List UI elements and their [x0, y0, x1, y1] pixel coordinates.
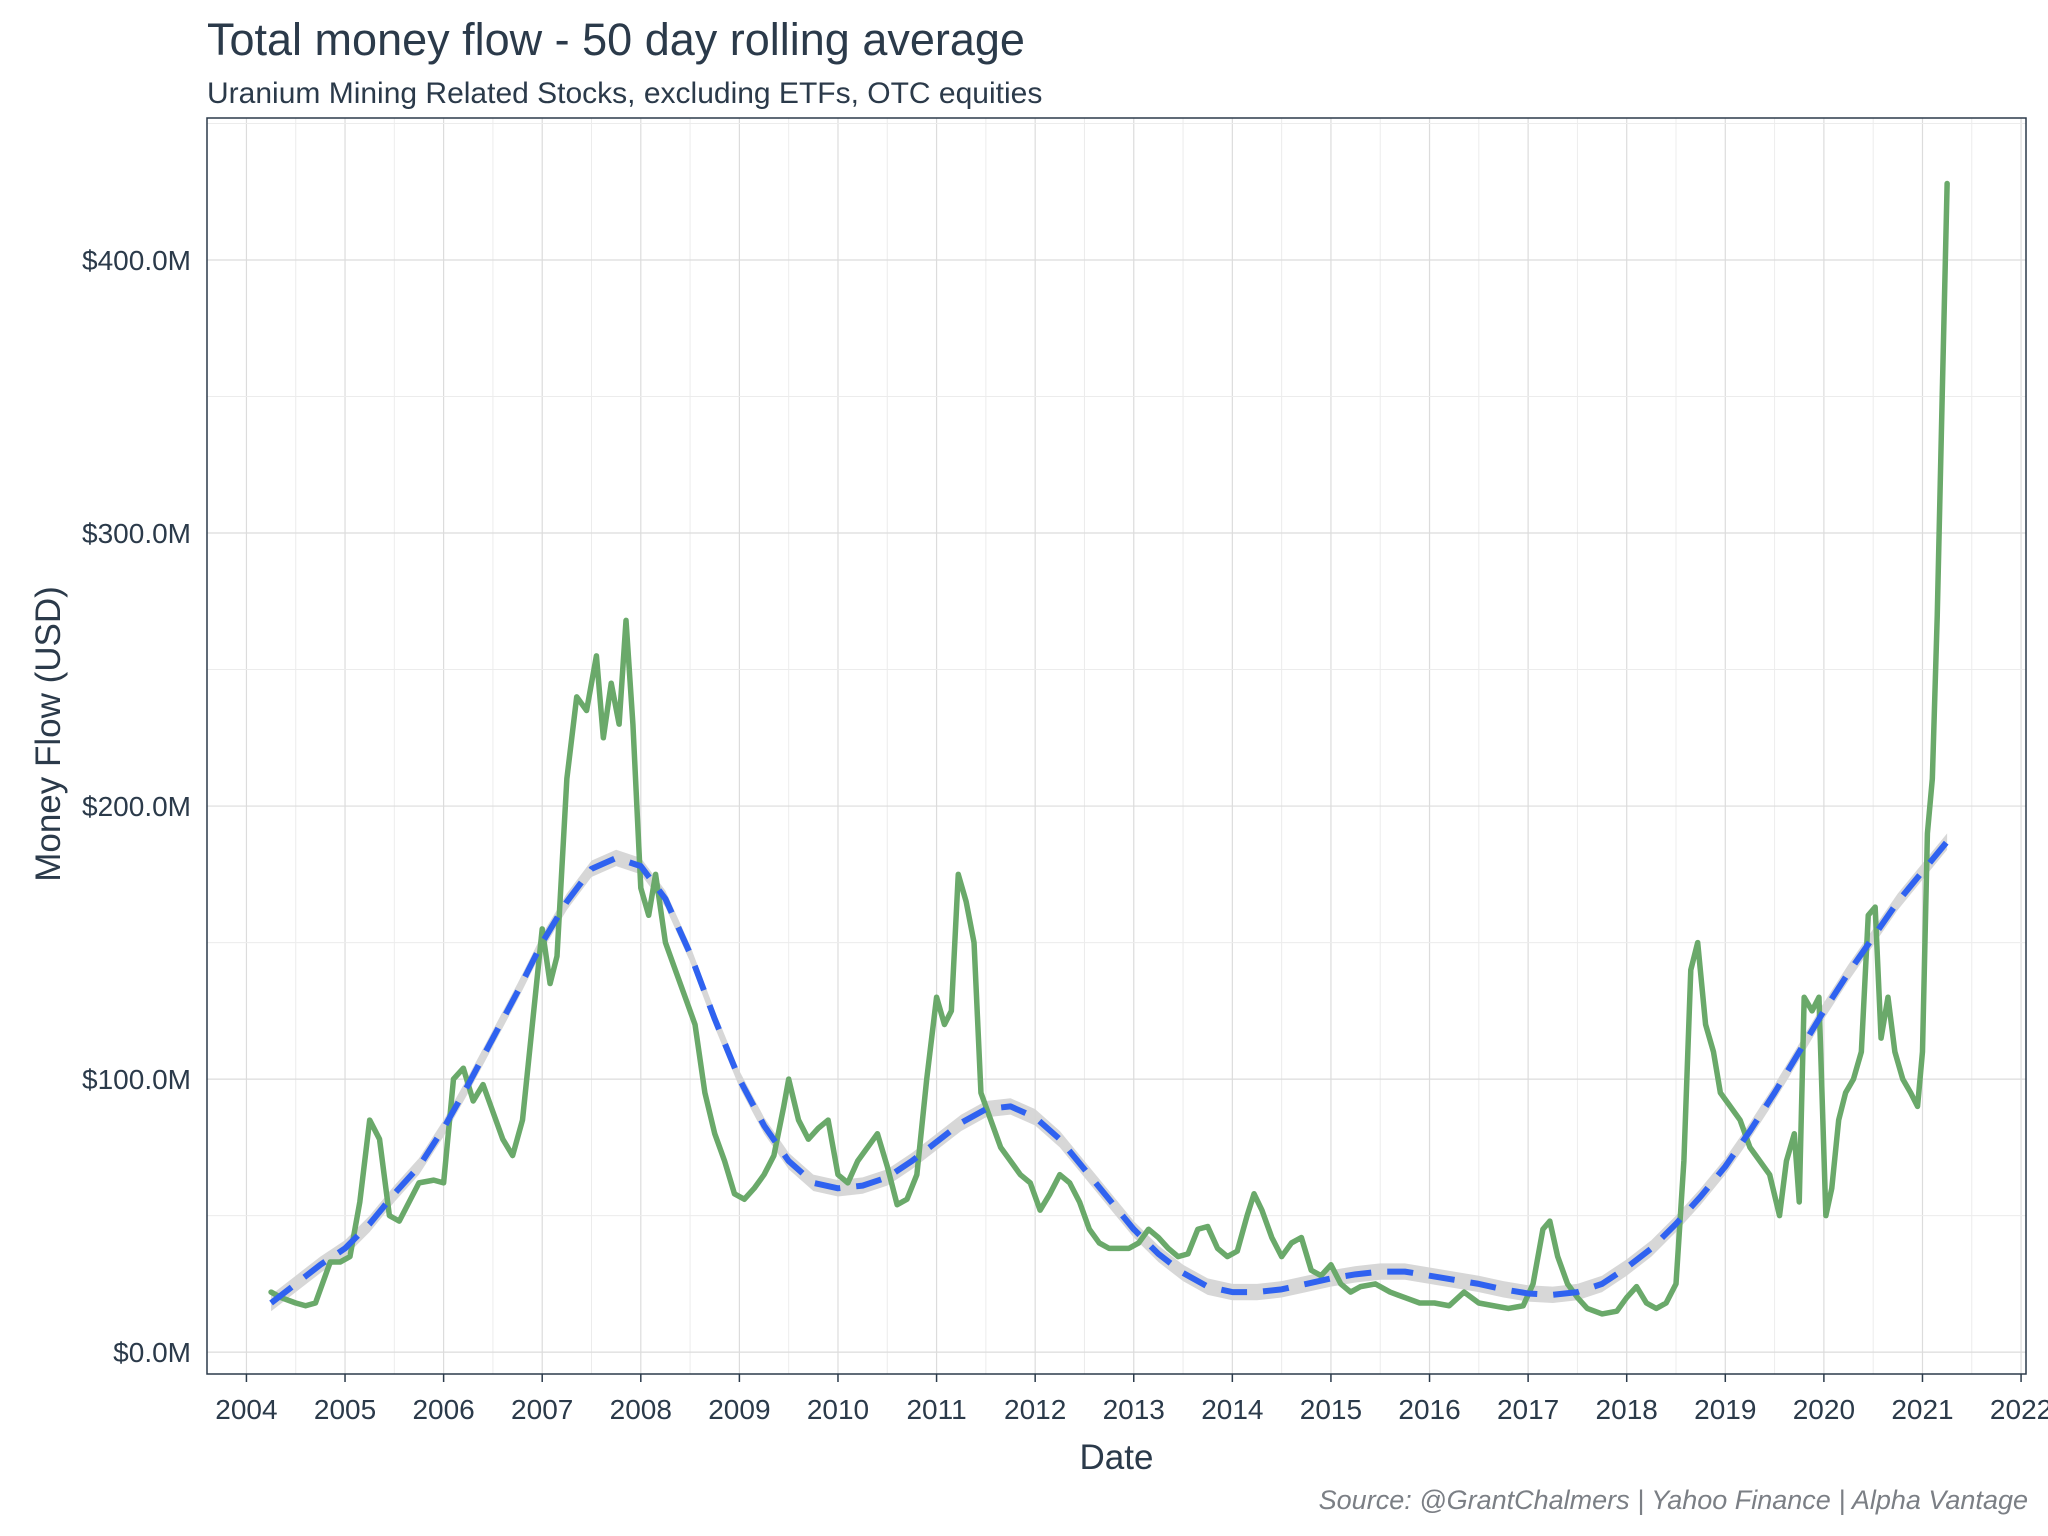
- x-tick-label: 2015: [1300, 1394, 1362, 1425]
- axis-ticks: 2004 2005 2006 2007 2008 2009 2010 2011 2012 2013…: [82, 245, 2048, 1425]
- money-flow-line: [268, 180, 1950, 1317]
- series-group: [268, 180, 1950, 1317]
- x-tick-label: 2004: [215, 1394, 277, 1425]
- x-tick-label: 2018: [1596, 1394, 1658, 1425]
- x-axis-title: Date: [1080, 1438, 1154, 1477]
- y-tick-label: $300.0M: [82, 518, 191, 549]
- x-tick-label: 2011: [906, 1394, 966, 1425]
- x-tick-label: 2021: [1891, 1394, 1953, 1425]
- x-tick-label: 2010: [807, 1394, 869, 1425]
- y-tick-label: $0.0M: [113, 1337, 191, 1368]
- plot-panel-border: [206, 117, 2027, 1375]
- y-axis-title: Money Flow (USD): [29, 586, 68, 882]
- y-tick-label: $400.0M: [82, 245, 191, 276]
- chart-title: Total money flow - 50 day rolling averag…: [207, 14, 1025, 65]
- x-tick-label: 2009: [708, 1394, 770, 1425]
- x-tick-label: 2005: [314, 1394, 376, 1425]
- x-tick-label: 2017: [1497, 1394, 1559, 1425]
- y-tick-label: $100.0M: [82, 1064, 191, 1095]
- x-tick-label: 2022: [1990, 1394, 2048, 1425]
- y-tick-label: $200.0M: [82, 791, 191, 822]
- grid-lines: [207, 118, 2026, 1374]
- source-caption: Source: @GrantChalmers | Yahoo Finance |…: [1318, 1485, 2028, 1515]
- chart-subtitle: Uranium Mining Related Stocks, excluding…: [207, 77, 1043, 110]
- x-tick-label: 2006: [412, 1394, 474, 1425]
- x-tick-label: 2013: [1103, 1394, 1165, 1425]
- x-tick-label: 2014: [1201, 1394, 1263, 1425]
- confidence-band-group: [271, 833, 1948, 1312]
- smoothed-trend-line: [269, 839, 1950, 1306]
- trend-confidence-band: [271, 833, 1948, 1312]
- x-tick-label: 2016: [1398, 1394, 1460, 1425]
- x-tick-label: 2012: [1004, 1394, 1066, 1425]
- x-tick-label: 2007: [511, 1394, 573, 1425]
- x-tick-label: 2020: [1793, 1394, 1855, 1425]
- x-tick-label: 2019: [1694, 1394, 1756, 1425]
- x-tick-label: 2008: [610, 1394, 672, 1425]
